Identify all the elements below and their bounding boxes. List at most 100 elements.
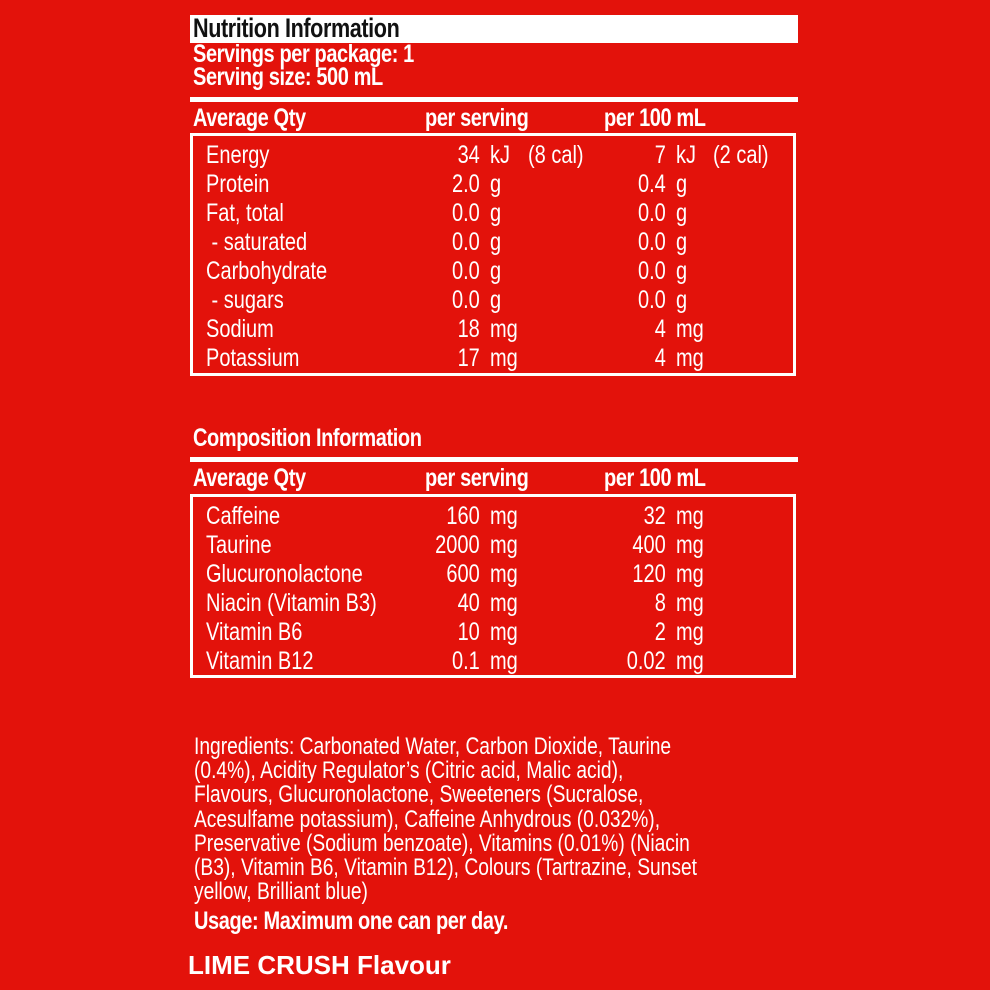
ingredients-line: Flavours, Glucuronolactone, Sweeteners (… [194, 781, 644, 809]
row-label: Sodium [206, 315, 274, 343]
table-row: Potassium 17 mg 4 mg [193, 344, 793, 373]
composition-header-per100: per 100 mL [604, 464, 706, 492]
per-serving-unit: g [490, 228, 502, 256]
per-serving-value: 0.0 [452, 228, 480, 256]
per-100ml-unit: mg [676, 589, 704, 617]
per-100ml-unit: mg [676, 531, 704, 559]
per-serving-unit: mg [490, 647, 518, 675]
row-label: Energy [206, 141, 270, 169]
per-100ml-value: 0.02 [627, 647, 666, 675]
table-row: - saturated 0.0 g 0.0 g [193, 228, 793, 257]
table-row: Glucuronolactone 600 mg 120 mg [193, 560, 793, 589]
table-row: Protein 2.0 g 0.4 g [193, 170, 793, 199]
per-100ml-unit: mg [676, 618, 704, 646]
table-row: Vitamin B12 0.1 mg 0.02 mg [193, 647, 793, 676]
per-serving-value: 10 [457, 618, 480, 646]
per-serving-unit: g [490, 286, 502, 314]
composition-header-qty: Average Qty [193, 464, 306, 492]
per-100ml-value: 4 [654, 344, 666, 372]
row-label: Niacin (Vitamin B3) [206, 589, 377, 617]
per-serving-value: 160 [446, 502, 480, 530]
table-row: Vitamin B6 10 mg 2 mg [193, 618, 793, 647]
per-serving-value: 0.0 [452, 199, 480, 227]
per-serving-value: 34 [457, 141, 480, 169]
row-label: Carbohydrate [206, 257, 328, 285]
per-100ml-value: 2 [654, 618, 666, 646]
ingredients: Ingredients: Carbonated Water, Carbon Di… [194, 733, 823, 906]
ingredients-line: Ingredients: Carbonated Water, Carbon Di… [194, 733, 672, 760]
row-label: Fat, total [206, 199, 284, 227]
per-100ml-unit: g [676, 199, 688, 227]
per-100ml-value: 0.4 [638, 170, 666, 198]
per-serving-unit: mg [490, 344, 518, 372]
row-label: Potassium [206, 344, 300, 372]
composition-header-serving: per serving [425, 464, 529, 492]
composition-table: Caffeine 160 mg 32 mg Taurine 2000 mg 400 mg Glucu… [190, 494, 796, 678]
per-100ml-unit: mg [676, 560, 704, 588]
table-row: Carbohydrate 0.0 g 0.0 g [193, 257, 793, 286]
per-serving-value: 18 [457, 315, 480, 343]
per-serving-unit: mg [490, 560, 518, 588]
per-serving-unit: mg [490, 315, 518, 343]
row-label: Vitamin B12 [206, 647, 314, 675]
per-100ml-unit: g [676, 257, 688, 285]
flavour-name: LIME CRUSH Flavour [188, 950, 451, 980]
table-row: Caffeine 160 mg 32 mg [193, 502, 793, 531]
nutrition-header-qty: Average Qty [193, 104, 306, 132]
per-100ml-unit: mg [676, 315, 704, 343]
per-serving-value: 40 [457, 589, 480, 617]
per-100ml-unit: mg [676, 502, 704, 530]
per-100ml-unit: g [676, 286, 688, 314]
per-serving-unit: g [490, 257, 502, 285]
table-row: - sugars 0.0 g 0.0 g [193, 286, 793, 315]
servings-per-package: Servings per package: 1 [193, 40, 414, 68]
per-serving-value: 600 [446, 560, 480, 588]
composition-title: Composition Information [193, 424, 422, 452]
per-100ml-value: 0.0 [638, 286, 666, 314]
per-serving-value: 2000 [435, 531, 481, 559]
per-100ml-value: 400 [632, 531, 666, 559]
ingredients-line: yellow, Brilliant blue) [194, 878, 368, 906]
per-serving-unit: mg [490, 502, 518, 530]
table-row: Taurine 2000 mg 400 mg [193, 531, 793, 560]
per-100ml-value: 120 [632, 560, 666, 588]
usage: Usage: Maximum one can per day. [194, 907, 508, 935]
nutrition-table: Energy 34 kJ (8 cal) 7 kJ (2 cal) Protein 2.0 g 0.… [190, 133, 796, 376]
table-row: Niacin (Vitamin B3) 40 mg 8 mg [193, 589, 793, 618]
per-serving-unit: mg [490, 618, 518, 646]
per-100ml-extra: (2 cal) [713, 141, 769, 169]
per-100ml-value: 0.0 [638, 257, 666, 285]
title-bar [190, 15, 798, 43]
per-100ml-value: 0.0 [638, 228, 666, 256]
per-serving-value: 17 [457, 344, 480, 372]
divider [190, 457, 798, 462]
ingredients-line: Preservative (Sodium benzoate), Vitamins… [194, 829, 690, 857]
per-serving-value: 0.1 [452, 647, 480, 675]
row-label: Taurine [206, 531, 272, 559]
row-label: Glucuronolactone [206, 560, 363, 588]
serving-size: Serving size: 500 mL [193, 63, 383, 91]
per-serving-unit: g [490, 199, 502, 227]
per-serving-unit: mg [490, 531, 518, 559]
per-serving-unit: mg [490, 589, 518, 617]
per-serving-unit: kJ [490, 141, 510, 169]
table-row: Energy 34 kJ (8 cal) 7 kJ (2 cal) [193, 141, 793, 170]
per-100ml-value: 32 [643, 502, 666, 530]
row-label: Vitamin B6 [206, 618, 303, 646]
per-100ml-unit: kJ [676, 141, 696, 169]
per-100ml-unit: g [676, 228, 688, 256]
per-100ml-unit: mg [676, 344, 704, 372]
per-100ml-value: 8 [654, 589, 666, 617]
per-serving-unit: g [490, 170, 502, 198]
row-label: Caffeine [206, 502, 281, 530]
divider [190, 97, 798, 102]
row-label: - saturated [206, 228, 308, 256]
per-100ml-unit: mg [676, 647, 704, 675]
table-row: Fat, total 0.0 g 0.0 g [193, 199, 793, 228]
nutrition-title: Nutrition Information [193, 13, 400, 43]
per-100ml-unit: g [676, 170, 688, 198]
per-serving-value: 0.0 [452, 257, 480, 285]
ingredients-line: (B3), Vitamin B6, Vitamin B12), Colours … [194, 854, 697, 882]
per-100ml-value: 4 [654, 315, 666, 343]
per-100ml-value: 7 [654, 141, 666, 169]
